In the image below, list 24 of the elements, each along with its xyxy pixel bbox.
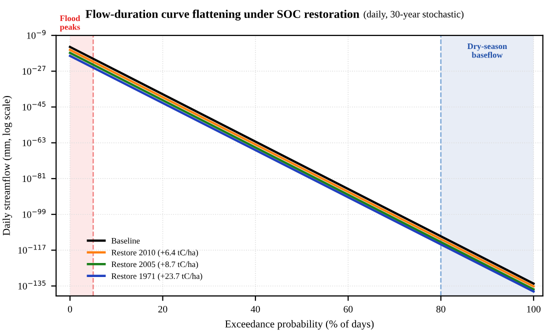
y-tick-label: 10$^{−9}$ (27, 30, 46, 39)
x-tick-label: 0 (68, 306, 72, 312)
legend-label: Baseline (112, 238, 140, 244)
y-tick-label: 10$^{−45}$ (22, 102, 46, 110)
legend-label: Restore 2010 (+6.4 tC/ha) (112, 250, 198, 258)
x-axis-title: Exceedance probability (% of days) (225, 320, 374, 330)
legend-label: Restore 1971 (+23.7 tC/ha) (112, 273, 202, 281)
y-tick-label: 10$^{−135}$ (18, 280, 46, 290)
y-tick-label: 10$^{−117}$ (18, 244, 46, 254)
y-tick-label: 10$^{−63}$ (22, 137, 46, 146)
y-tick-label: 10$^{−27}$ (22, 66, 46, 75)
x-tick-label: 40 (250, 306, 260, 312)
x-tick-label: 80 (436, 306, 446, 312)
legend-label: Restore 2005 (+8.7 tC/ha) (112, 261, 198, 269)
chart-title: Flow-duration curve flattening under SOC restoration (86, 10, 360, 20)
y-tick-label: 10$^{−99}$ (22, 208, 46, 218)
y-axis-title: Daily streamflow (mm, log scale) (2, 96, 12, 236)
band-label: Flood peaks (60, 15, 80, 32)
x-tick-label: 100 (527, 306, 540, 312)
x-tick-label: 60 (344, 306, 353, 312)
band-label: Dry-season baseflow (467, 44, 507, 58)
chart-subtitle: (daily, 30-year stochastic) (364, 10, 464, 20)
y-tick-label: 10$^{−81}$ (22, 173, 46, 182)
x-tick-label: 20 (158, 306, 168, 312)
